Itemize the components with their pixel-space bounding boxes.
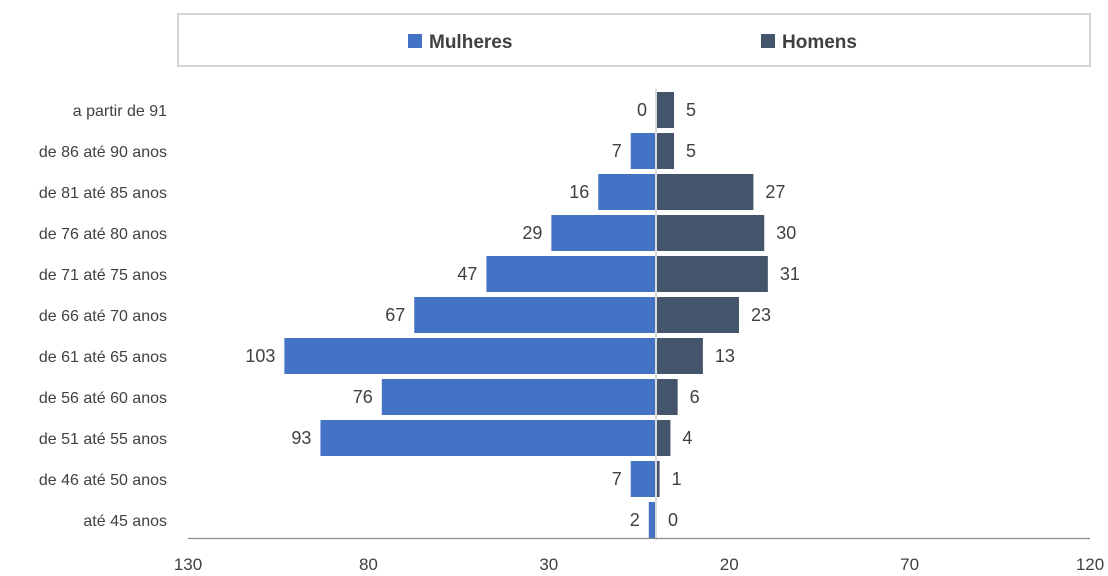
category-labels: a partir de 91 de 86 até 90 anos de 81 até… — [39, 103, 167, 530]
bar-homens-row-3 — [656, 215, 765, 251]
bar-homens-row-0 — [656, 92, 675, 128]
category-label-row-2: de 81 até 85 anos — [39, 185, 167, 202]
bar-homens-row-1 — [656, 133, 675, 169]
bar-mulheres-row-9 — [630, 461, 656, 497]
legend-swatch-mulheres — [408, 34, 422, 48]
data-label-homens-row-9: 1 — [672, 469, 682, 489]
data-label-mulheres-row-4: 47 — [457, 264, 477, 284]
bar-homens-row-2 — [656, 174, 754, 210]
data-label-homens-row-3: 30 — [776, 223, 796, 243]
data-label-homens-row-4: 31 — [780, 264, 800, 284]
category-label-row-9: de 46 até 50 anos — [39, 472, 167, 489]
bar-mulheres-row-10 — [648, 502, 656, 538]
legend-label-homens: Homens — [782, 32, 857, 53]
legend-label-mulheres: Mulheres — [429, 32, 512, 53]
bar-homens-row-8 — [656, 420, 671, 456]
data-label-mulheres-row-1: 7 — [612, 141, 622, 161]
bar-mulheres-row-6 — [284, 338, 656, 374]
bar-homens-row-7 — [656, 379, 678, 415]
category-label-row-8: de 51 até 55 anos — [39, 431, 167, 448]
legend-swatch-homens — [761, 34, 775, 48]
legend-frame — [177, 13, 1091, 67]
data-label-mulheres-row-3: 29 — [522, 223, 542, 243]
x-tick-label-5: 120 — [1076, 555, 1104, 574]
data-label-homens-row-1: 5 — [686, 141, 696, 161]
bar-mulheres-row-7 — [381, 379, 656, 415]
bar-homens-row-5 — [656, 297, 739, 333]
data-label-mulheres-row-0: 0 — [637, 100, 647, 120]
bar-mulheres-row-2 — [598, 174, 656, 210]
category-label-row-1: de 86 até 90 anos — [39, 144, 167, 161]
category-label-row-10: até 45 anos — [83, 513, 167, 530]
data-label-homens-row-7: 6 — [690, 387, 700, 407]
bar-homens-row-6 — [656, 338, 703, 374]
bars — [284, 89, 768, 540]
bar-mulheres-row-1 — [630, 133, 656, 169]
data-label-homens-row-5: 23 — [751, 305, 771, 325]
data-label-homens-row-8: 4 — [682, 428, 692, 448]
x-tick-label-1: 80 — [359, 555, 378, 574]
bar-mulheres-row-3 — [551, 215, 656, 251]
legend: Mulheres Homens — [177, 13, 1091, 67]
data-label-mulheres-row-10: 2 — [630, 510, 640, 530]
x-tick-labels: 130 80 30 20 70 120 — [174, 555, 1104, 574]
x-tick-label-4: 70 — [900, 555, 919, 574]
data-label-mulheres-row-2: 16 — [569, 182, 589, 202]
bar-mulheres-row-5 — [414, 297, 656, 333]
x-tick-label-2: 30 — [539, 555, 558, 574]
data-label-homens-row-0: 5 — [686, 100, 696, 120]
category-label-row-5: de 66 até 70 anos — [39, 308, 167, 325]
data-label-mulheres-row-9: 7 — [612, 469, 622, 489]
category-label-row-6: de 61 até 65 anos — [39, 349, 167, 366]
bar-mulheres-row-8 — [320, 420, 656, 456]
data-label-homens-row-2: 27 — [765, 182, 785, 202]
category-label-row-4: de 71 até 75 anos — [39, 267, 167, 284]
x-tick-label-0: 130 — [174, 555, 202, 574]
data-label-mulheres-row-8: 93 — [291, 428, 311, 448]
category-label-row-7: de 56 até 60 anos — [39, 390, 167, 407]
bar-mulheres-row-4 — [486, 256, 656, 292]
data-label-homens-row-6: 13 — [715, 346, 735, 366]
bar-homens-row-9 — [656, 461, 660, 497]
data-label-mulheres-row-6: 103 — [245, 346, 275, 366]
data-label-mulheres-row-7: 76 — [353, 387, 373, 407]
x-tick-label-3: 20 — [720, 555, 739, 574]
category-label-row-3: de 76 até 80 anos — [39, 226, 167, 243]
category-label-row-0: a partir de 91 — [73, 103, 167, 120]
data-label-homens-row-10: 0 — [668, 510, 678, 530]
bar-homens-row-4 — [656, 256, 768, 292]
data-label-mulheres-row-5: 67 — [385, 305, 405, 325]
